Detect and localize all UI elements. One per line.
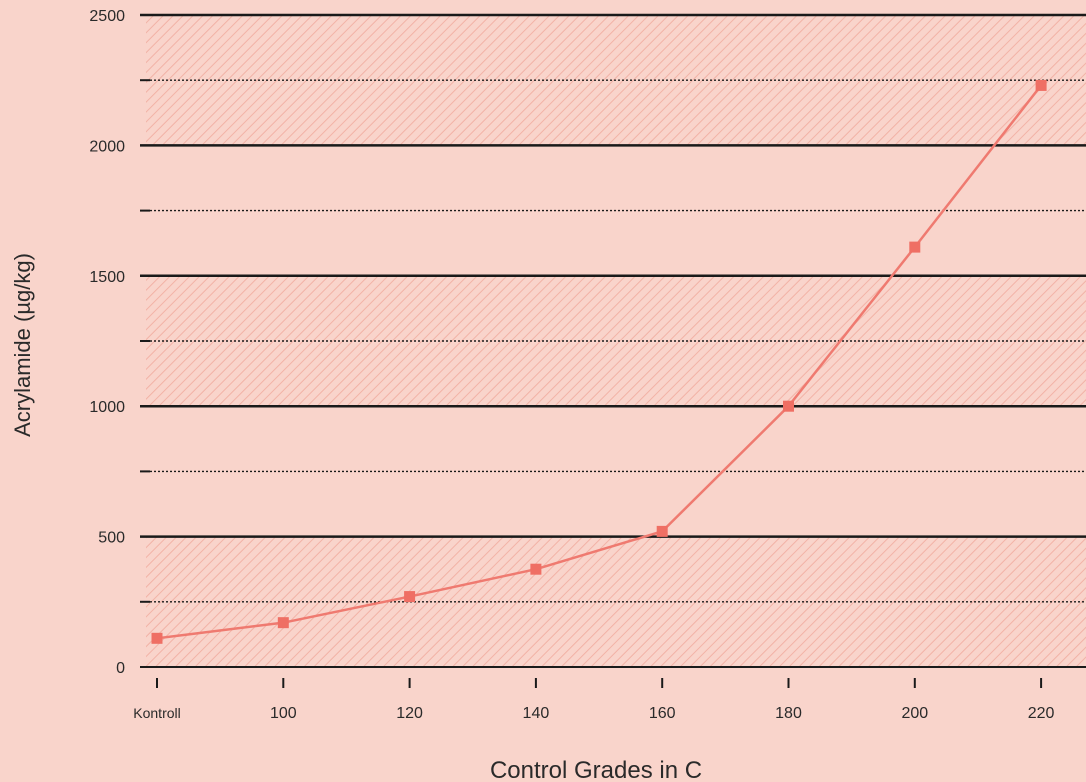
data-point [656,525,668,537]
y-axis-title: Acrylamide (µg/kg) [10,253,35,437]
data-point [151,632,163,644]
y-tick-label: 0 [116,660,125,677]
y-tick-label: 1500 [89,269,125,286]
data-point [530,563,542,575]
x-tick-label: 200 [901,705,928,722]
data-point [783,400,794,412]
y-tick-label: 1000 [89,399,125,416]
x-tick-label: 140 [523,705,550,722]
x-tick-label: 100 [270,705,297,722]
data-point [277,617,289,629]
x-tick-label: 180 [775,705,802,722]
data-point [909,241,921,253]
data-point [404,591,416,603]
y-tick-label: 500 [98,530,125,547]
data-point [1035,79,1047,91]
x-tick-label: Kontroll [133,705,180,721]
x-axis-title: Control Grades in C [490,757,702,782]
x-tick-label: 220 [1028,705,1055,722]
series-line [156,84,1043,640]
x-tick-label: 120 [396,705,423,722]
y-tick-label: 2500 [89,8,125,25]
x-tick-label: 160 [649,705,676,722]
y-tick-label: 2000 [89,138,125,155]
